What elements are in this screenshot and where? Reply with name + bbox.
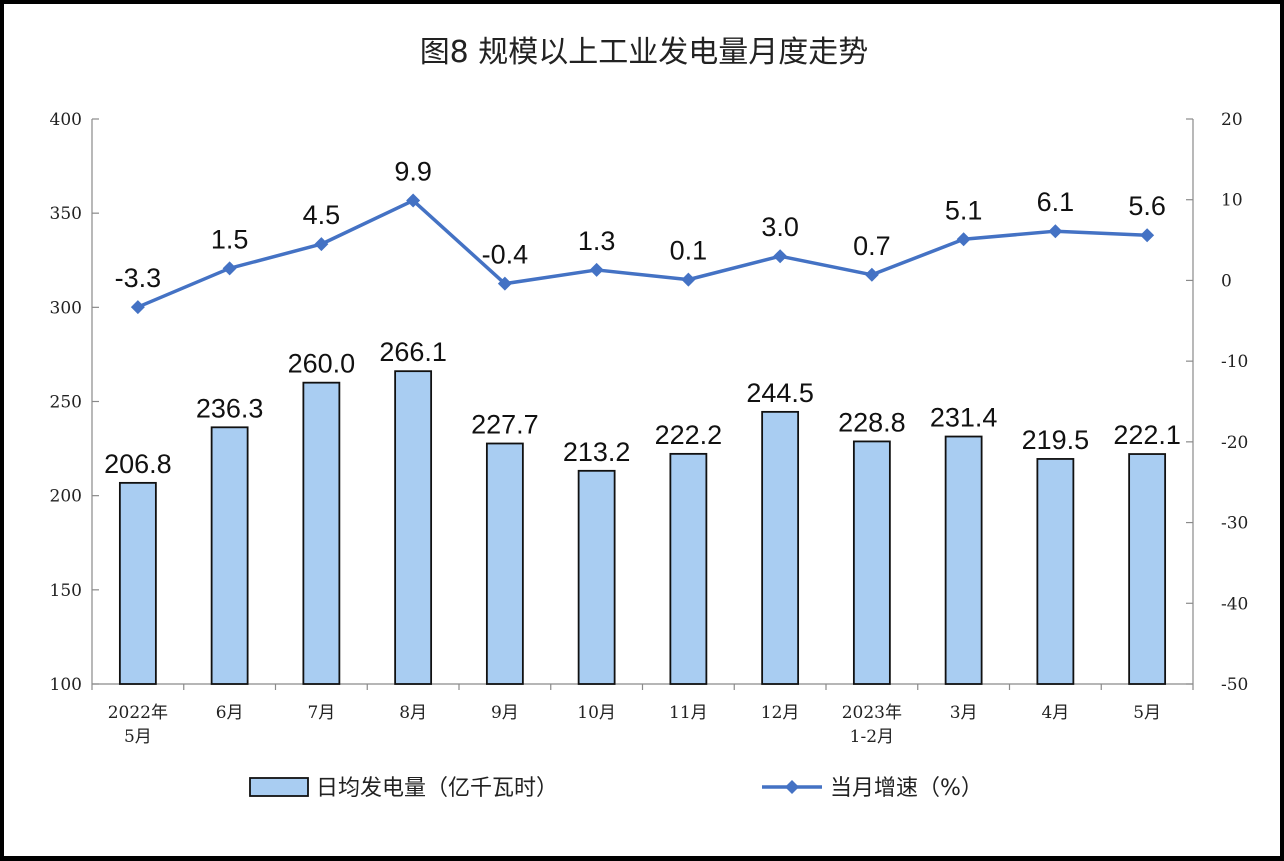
line-point-marker: [406, 193, 421, 208]
x-tick-label: 1-2月: [850, 727, 894, 747]
bar-data-label: 222.1: [1113, 420, 1181, 450]
line-data-label: 0.7: [853, 231, 891, 261]
line-point-marker: [1140, 228, 1155, 243]
bar: [485, 442, 524, 685]
x-axis-tick-labels: 2022年 5月 6月 7月 8月 9月 10月 11月 12月 2023年 1-2月 3月 4月 5月: [108, 703, 1161, 747]
line-series: [130, 193, 1155, 315]
chart-title: 图8 规模以上工业发电量月度走势: [420, 35, 869, 70]
x-tick-label: 2022年: [108, 703, 168, 723]
y-right-tick-label: 10: [1221, 191, 1243, 211]
x-tick-label: 7月: [307, 703, 335, 723]
line-point-marker: [773, 249, 788, 264]
growth-line: [137, 198, 1148, 309]
y-right-tick-label: -10: [1221, 352, 1248, 372]
legend: 日均发电量（亿千瓦时） 当月增速（%）: [249, 776, 983, 801]
x-tick-label: 5月: [124, 727, 152, 747]
line-data-label: 6.1: [1037, 187, 1075, 217]
x-tick-label: 2023年: [842, 703, 902, 723]
line-point-marker: [864, 267, 879, 282]
x-tick-label: 12月: [761, 703, 800, 723]
bar-series: [118, 370, 1167, 685]
line-data-label: 1.5: [211, 224, 249, 254]
line-data-label: 5.6: [1128, 191, 1166, 221]
chart: 图8 规模以上工业发电量月度走势 100150200250300350400-5…: [50, 35, 1249, 801]
legend-label-bars: 日均发电量（亿千瓦时）: [316, 776, 558, 801]
y-left-tick-label: 150: [50, 581, 82, 601]
bar-data-label: 260.0: [288, 349, 356, 379]
bar: [118, 481, 157, 685]
bar-data-label: 266.1: [379, 337, 447, 367]
bar-data-label: 236.3: [196, 393, 264, 423]
line-data-label: 0.1: [670, 236, 708, 266]
y-left-tick-label: 300: [50, 298, 82, 318]
bar: [669, 452, 708, 685]
bar-data-labels: 206.8 236.3 260.0 266.1 227.7 213.2 222.2 244.5…: [104, 337, 1181, 479]
line-data-label: -3.3: [115, 263, 162, 293]
y-left-tick-label: 400: [50, 110, 82, 130]
bar: [394, 370, 433, 685]
bar-data-label: 222.2: [655, 420, 723, 450]
line-data-label: 9.9: [394, 157, 432, 187]
x-tick-label: 4月: [1041, 703, 1069, 723]
x-tick-label: 6月: [216, 703, 244, 723]
chart-frame: 图8 规模以上工业发电量月度走势 100 150 200 250 300 350 400 -5…: [4, 4, 1280, 856]
bar-data-label: 244.5: [746, 378, 814, 408]
x-tick-label: 5月: [1133, 703, 1161, 723]
bar: [1036, 458, 1075, 685]
x-tick-label: 8月: [399, 703, 427, 723]
bar: [944, 435, 983, 685]
line-point-marker: [497, 276, 512, 291]
bar: [577, 469, 616, 685]
x-tick-label: 3月: [950, 703, 978, 723]
y-left-tick-label: 350: [50, 204, 82, 224]
bar-data-label: 206.8: [104, 449, 172, 479]
y-right-tick-label: 0: [1221, 271, 1232, 291]
line-data-label: 3.0: [761, 212, 799, 242]
line-point-marker: [314, 237, 329, 252]
line-point-marker: [956, 232, 971, 247]
line-point-marker: [130, 300, 145, 315]
bar-data-label: 227.7: [471, 409, 539, 439]
x-tick-label: 11月: [669, 703, 708, 723]
line-point-marker: [589, 262, 604, 277]
bar: [302, 381, 341, 685]
y-left-tick-label: 200: [50, 487, 82, 507]
bar-data-label: 213.2: [563, 437, 631, 467]
bar-data-label: 231.4: [930, 403, 998, 433]
y-right-tick-label: -40: [1221, 594, 1248, 614]
y-right-tick-label: -20: [1221, 433, 1248, 453]
line-data-label: 4.5: [303, 200, 341, 230]
y-right-tick-label: -50: [1221, 675, 1248, 695]
bar-data-label: 228.8: [838, 407, 906, 437]
bar: [761, 410, 800, 685]
y-right-tick-label: -30: [1221, 514, 1248, 534]
line-point-marker: [681, 272, 696, 287]
x-tick-label: 10月: [577, 703, 616, 723]
legend-line-marker: [785, 780, 799, 794]
y-right-tick-label: 20: [1221, 110, 1243, 130]
bar-data-label: 219.5: [1022, 425, 1090, 455]
line-data-label: -0.4: [482, 240, 529, 270]
y-left-tick-label: 250: [50, 393, 82, 413]
line-data-label: 5.1: [945, 195, 983, 225]
x-tick-label: 9月: [491, 703, 519, 723]
axes: 100 150 200 250 300 350 400 -50 -40 -30 -20 -10 0 10 2…: [50, 110, 1249, 695]
bar: [852, 440, 891, 685]
legend-label-line: 当月增速（%）: [830, 776, 983, 801]
line-data-labels: -3.3 1.5 4.5 9.9 -0.4 1.3 0.1 3.0 0.7 5.1 6.1 5.6: [115, 157, 1166, 294]
legend-bar-swatch: [249, 777, 309, 797]
bar: [210, 426, 249, 685]
line-point-marker: [1048, 224, 1063, 239]
line-point-marker: [222, 261, 237, 276]
bar: [1128, 453, 1167, 685]
y-left-tick-label: 100: [50, 675, 82, 695]
line-data-label: 1.3: [578, 226, 616, 256]
